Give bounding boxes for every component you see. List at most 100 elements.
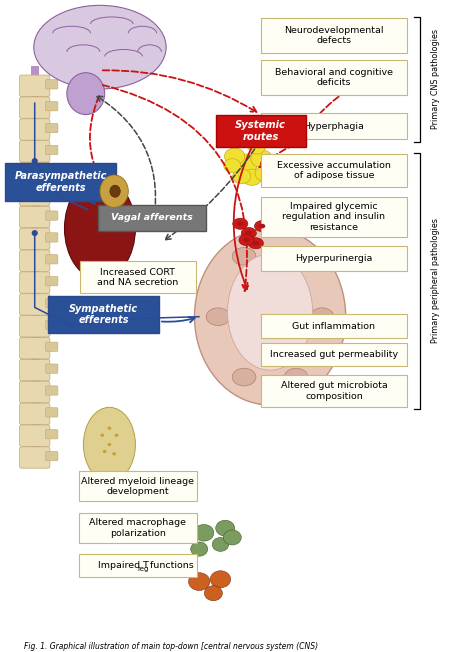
FancyBboxPatch shape (46, 80, 58, 89)
Text: Altered gut microbiota
composition: Altered gut microbiota composition (281, 381, 387, 401)
Ellipse shape (251, 150, 273, 168)
Ellipse shape (32, 158, 38, 164)
FancyBboxPatch shape (19, 403, 50, 424)
FancyBboxPatch shape (19, 75, 50, 96)
FancyBboxPatch shape (19, 162, 50, 184)
FancyBboxPatch shape (19, 316, 50, 337)
Ellipse shape (110, 185, 120, 198)
Ellipse shape (239, 235, 254, 246)
Ellipse shape (255, 166, 274, 181)
FancyBboxPatch shape (261, 197, 407, 237)
Ellipse shape (243, 238, 250, 243)
Text: Neurodevelopmental
defects: Neurodevelopmental defects (284, 26, 383, 45)
Ellipse shape (242, 169, 262, 185)
FancyBboxPatch shape (19, 447, 50, 468)
Text: Altered macrophage
polarization: Altered macrophage polarization (89, 518, 186, 538)
Ellipse shape (255, 220, 270, 231)
Ellipse shape (253, 241, 259, 246)
Ellipse shape (108, 443, 111, 446)
Ellipse shape (112, 452, 116, 456)
Ellipse shape (284, 248, 308, 265)
Ellipse shape (64, 177, 136, 280)
Ellipse shape (246, 231, 252, 235)
FancyBboxPatch shape (19, 97, 50, 118)
Ellipse shape (237, 222, 244, 226)
FancyBboxPatch shape (19, 185, 50, 206)
Ellipse shape (210, 570, 231, 587)
FancyBboxPatch shape (46, 299, 58, 308)
FancyBboxPatch shape (46, 408, 58, 417)
Ellipse shape (284, 368, 308, 386)
Text: Behavioral and cognitive
deficits: Behavioral and cognitive deficits (275, 68, 393, 87)
FancyBboxPatch shape (46, 451, 58, 461)
FancyBboxPatch shape (46, 342, 58, 351)
FancyBboxPatch shape (46, 167, 58, 177)
Ellipse shape (194, 524, 214, 541)
FancyBboxPatch shape (46, 364, 58, 374)
Ellipse shape (100, 434, 104, 437)
FancyBboxPatch shape (46, 145, 58, 155)
Text: Parasympathetic
efferents: Parasympathetic efferents (15, 171, 107, 193)
FancyBboxPatch shape (79, 554, 197, 577)
FancyBboxPatch shape (216, 115, 306, 147)
FancyBboxPatch shape (46, 123, 58, 133)
Ellipse shape (67, 73, 105, 115)
Ellipse shape (248, 140, 265, 154)
Text: Hyperphagia: Hyperphagia (303, 122, 365, 130)
Text: functions: functions (147, 561, 194, 570)
Text: Increased gut permeability: Increased gut permeability (270, 350, 398, 359)
Ellipse shape (212, 537, 229, 552)
FancyBboxPatch shape (46, 211, 58, 220)
FancyBboxPatch shape (19, 381, 50, 402)
Ellipse shape (83, 408, 136, 482)
FancyBboxPatch shape (19, 359, 50, 381)
Text: Altered myeloid lineage
development: Altered myeloid lineage development (81, 477, 194, 496)
FancyBboxPatch shape (19, 294, 50, 315)
FancyBboxPatch shape (46, 430, 58, 439)
FancyBboxPatch shape (5, 164, 117, 201)
FancyBboxPatch shape (261, 60, 407, 95)
FancyBboxPatch shape (19, 206, 50, 228)
FancyBboxPatch shape (261, 343, 407, 366)
Bar (31, 66, 38, 466)
Ellipse shape (223, 530, 241, 545)
FancyBboxPatch shape (261, 18, 407, 53)
FancyBboxPatch shape (261, 113, 407, 139)
Ellipse shape (206, 308, 230, 325)
Text: Increased CORT
and NA secretion: Increased CORT and NA secretion (97, 267, 178, 287)
Ellipse shape (108, 426, 111, 430)
FancyBboxPatch shape (46, 320, 58, 329)
Ellipse shape (189, 572, 210, 591)
Text: Hyperpurinergia: Hyperpurinergia (295, 254, 373, 263)
FancyBboxPatch shape (46, 233, 58, 242)
Text: Primary CNS pathologies: Primary CNS pathologies (431, 29, 440, 129)
FancyBboxPatch shape (46, 255, 58, 264)
Text: Gut inflammation: Gut inflammation (292, 321, 375, 331)
Ellipse shape (224, 158, 241, 173)
FancyBboxPatch shape (261, 314, 407, 338)
FancyBboxPatch shape (19, 119, 50, 140)
FancyBboxPatch shape (46, 189, 58, 198)
FancyBboxPatch shape (19, 338, 50, 359)
Text: Primary peripheral pathologies: Primary peripheral pathologies (431, 218, 440, 344)
FancyBboxPatch shape (261, 375, 407, 408)
Ellipse shape (103, 450, 107, 453)
Ellipse shape (232, 248, 256, 265)
Text: Impaired glycemic
regulation and insulin
resistance: Impaired glycemic regulation and insulin… (283, 202, 385, 231)
FancyBboxPatch shape (79, 513, 197, 543)
FancyBboxPatch shape (19, 425, 50, 447)
Ellipse shape (241, 228, 256, 239)
Ellipse shape (115, 434, 118, 437)
Ellipse shape (228, 254, 313, 370)
FancyBboxPatch shape (46, 276, 58, 286)
Ellipse shape (32, 230, 38, 236)
Ellipse shape (267, 155, 283, 168)
Ellipse shape (191, 542, 208, 556)
Ellipse shape (310, 308, 334, 325)
Ellipse shape (100, 175, 128, 207)
Ellipse shape (248, 238, 264, 249)
FancyBboxPatch shape (261, 154, 407, 186)
Text: Vagal afferents: Vagal afferents (111, 213, 193, 222)
FancyBboxPatch shape (98, 205, 206, 231)
Text: Excessive accumulation
of adipose tissue: Excessive accumulation of adipose tissue (277, 160, 391, 180)
